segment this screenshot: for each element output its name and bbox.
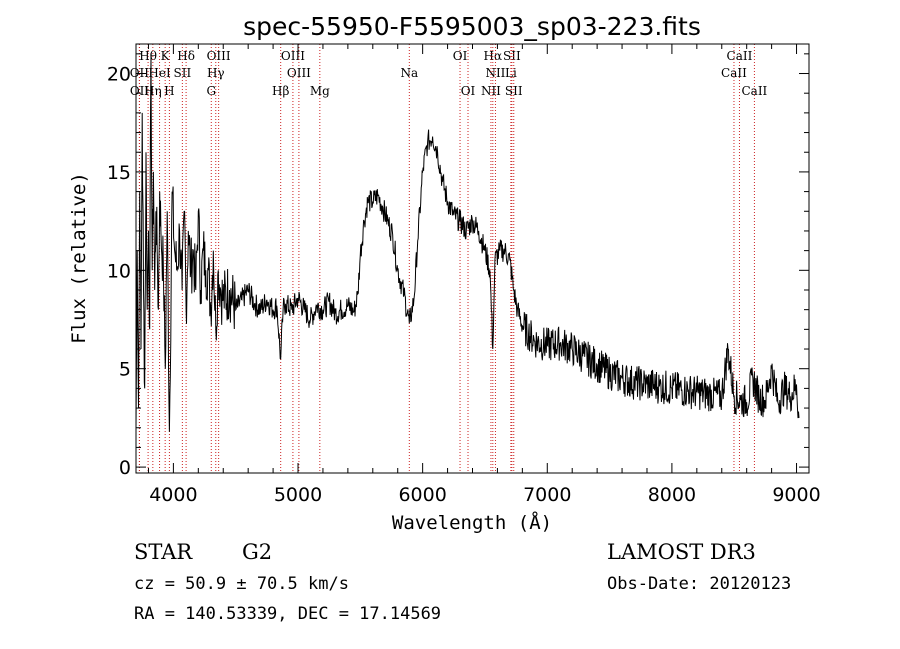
x-tick-label-4: 8000: [648, 484, 696, 506]
observation-date: Obs-Date: 20120123: [607, 574, 791, 594]
marker-label-5: OI: [453, 49, 468, 63]
redshift-cz: cz = 50.9 ± 70.5 km/s: [134, 574, 349, 594]
marker-label-3: OIII: [207, 49, 231, 63]
marker-label-23: Mg: [310, 84, 330, 98]
marker-label-6: Hα: [484, 49, 503, 63]
marker-label-8: CaII: [727, 49, 753, 63]
marker-label-2: Hδ: [177, 49, 195, 63]
object-class: STAR: [134, 540, 193, 564]
marker-label-1: K: [161, 49, 171, 63]
x-tick-label-0: 4000: [149, 484, 197, 506]
marker-label-21: G: [206, 84, 216, 98]
marker-label-0: Hθ: [139, 49, 157, 63]
flux-series-line: [135, 53, 800, 432]
marker-label-25: NII: [481, 84, 501, 98]
marker-label-24: OI: [461, 84, 476, 98]
marker-label-9: OII: [130, 66, 150, 80]
marker-label-16: Li: [505, 66, 517, 80]
y-tick-label-2: 10: [107, 260, 131, 282]
y-tick-label-1: 5: [119, 359, 131, 381]
marker-label-26: SII: [505, 84, 523, 98]
y-tick-label-3: 15: [107, 162, 131, 184]
marker-label-12: Hγ: [207, 66, 225, 80]
marker-label-10: HeI: [148, 66, 171, 80]
chart-title: spec-55950-F5595003_sp03-223.fits: [243, 12, 701, 41]
plot-frame: [135, 43, 810, 474]
marker-label-19: Hη: [144, 84, 162, 98]
y-axis-title: Flux (relative): [68, 172, 90, 344]
axis-ticks: 4000 5000 6000 7000 8000 9000 0 5 10 15 20: [107, 44, 821, 506]
marker-label-20: H: [164, 84, 174, 98]
marker-label-13: OIII: [287, 66, 311, 80]
marker-label-27: CaII: [741, 84, 767, 98]
marker-label-17: CaII: [721, 66, 747, 80]
y-tick-label-0: 0: [119, 457, 131, 479]
survey-name: LAMOST DR3: [607, 540, 756, 564]
marker-label-4: OIII: [281, 49, 305, 63]
x-tick-label-1: 5000: [274, 484, 322, 506]
marker-label-22: Hβ: [272, 84, 289, 98]
x-tick-label-2: 6000: [398, 484, 446, 506]
x-tick-label-3: 7000: [523, 484, 571, 506]
x-tick-label-5: 9000: [772, 484, 820, 506]
marker-label-18: OII: [130, 84, 150, 98]
marker-label-14: Na: [400, 66, 418, 80]
object-subclass: G2: [242, 540, 272, 564]
marker-label-15: NII: [485, 66, 505, 80]
y-tick-label-4: 20: [107, 64, 131, 86]
x-axis-title: Wavelength (Å): [392, 511, 552, 534]
marker-label-7: SII: [503, 49, 521, 63]
marker-label-11: SII: [174, 66, 192, 80]
coordinates-ra-dec: RA = 140.53339, DEC = 17.14569: [134, 604, 441, 624]
